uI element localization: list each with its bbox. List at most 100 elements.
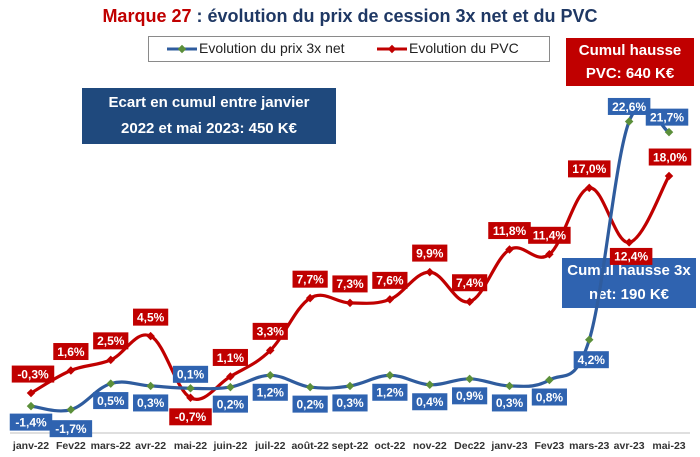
net-data-label: 22,6% [607, 97, 651, 115]
svg-text:-0,7%: -0,7% [175, 410, 207, 424]
pvc-data-label: 11,4% [528, 226, 571, 244]
net-point [305, 382, 315, 392]
pvc-data-label: 11,8% [488, 222, 531, 240]
net-data-label: 0,2% [212, 395, 248, 413]
net-point [545, 375, 554, 385]
x-tick-label: janv-23 [490, 440, 527, 452]
pvc-point [425, 267, 434, 277]
svg-text:1,2%: 1,2% [257, 386, 285, 400]
series-line-net [30, 105, 670, 413]
net-point [345, 381, 355, 391]
net-data-label: 4,2% [573, 351, 609, 369]
net-data-label: 0,5% [93, 392, 129, 410]
net-data-label: 21,7% [645, 108, 689, 126]
net-data-label: 0,9% [452, 387, 488, 405]
net-point [66, 405, 76, 414]
svg-text:0,3%: 0,3% [137, 396, 165, 410]
svg-text:0,4%: 0,4% [416, 395, 444, 409]
svg-text:7,4%: 7,4% [456, 276, 484, 290]
pvc-point [186, 393, 195, 403]
net-data-label: 1,2% [252, 383, 288, 401]
ecart-box: Ecart en cumul entre janvier 2022 et mai… [82, 88, 336, 144]
svg-text:0,3%: 0,3% [336, 396, 364, 410]
pvc-data-label: 18,0% [648, 148, 692, 166]
svg-text:0,3%: 0,3% [496, 396, 524, 410]
svg-text:0,1%: 0,1% [177, 368, 205, 382]
pvc-data-label: 7,6% [372, 271, 408, 289]
svg-text:-1,4%: -1,4% [15, 415, 47, 429]
pvc-point [146, 331, 155, 341]
svg-text:3,3%: 3,3% [257, 325, 285, 339]
svg-text:4,5%: 4,5% [137, 310, 165, 324]
svg-text:17,0%: 17,0% [572, 162, 606, 176]
chart-title: Marque 27 : évolution du prix de cession… [0, 6, 700, 27]
pvc-data-label: 1,1% [212, 348, 248, 366]
net-point [146, 381, 155, 391]
legend-item-pvc: Evolution du PVC [377, 40, 519, 56]
net-point [425, 380, 434, 389]
x-tick-label: mai-23 [652, 440, 685, 452]
svg-text:4,2%: 4,2% [578, 353, 606, 367]
net-total-line2: net: 190 K€ [588, 286, 670, 303]
pvc-total-line1: Cumul hausse [578, 42, 682, 59]
net-data-label: 0,3% [332, 394, 368, 412]
pvc-data-label: 9,9% [412, 244, 448, 262]
net-point [26, 401, 36, 411]
svg-text:7,6%: 7,6% [376, 274, 404, 288]
net-point [465, 374, 474, 384]
ecart-line1: Ecart en cumul entre janvier [108, 94, 310, 111]
legend: Evolution du prix 3x net Evolution du PV… [148, 36, 550, 62]
pvc-point [106, 355, 115, 365]
net-point [186, 384, 195, 393]
pvc-point [66, 366, 76, 375]
pvc-data-label: 7,7% [292, 270, 328, 288]
pvc-total-box: Cumul hausse PVC: 640 K€ [566, 38, 694, 86]
net-data-label: -1,4% [9, 413, 53, 431]
svg-text:11,8%: 11,8% [493, 224, 527, 238]
net-point [385, 371, 395, 380]
net-point [585, 335, 594, 344]
svg-text:7,7%: 7,7% [296, 272, 324, 286]
svg-text:21,7%: 21,7% [650, 110, 684, 124]
net-point [505, 381, 514, 391]
pvc-data-label: -0,7% [169, 408, 212, 426]
svg-text:2,5%: 2,5% [97, 334, 125, 348]
svg-text:0,9%: 0,9% [456, 389, 484, 403]
svg-text:1,6%: 1,6% [57, 345, 85, 359]
x-tick-label: mars-22 [91, 440, 131, 452]
x-tick-label: Fev23 [534, 440, 564, 452]
pvc-total-line2: PVC: 640 K€ [585, 65, 675, 82]
pvc-data-label: 7,4% [452, 274, 488, 292]
x-tick-label: août-22 [291, 440, 329, 452]
pvc-data-label: 1,6% [53, 343, 89, 361]
net-total-line1: Cumul hausse 3x [567, 262, 691, 279]
svg-text:0,2%: 0,2% [217, 397, 245, 411]
net-data-label: 0,1% [172, 365, 209, 383]
svg-text:0,5%: 0,5% [97, 394, 125, 408]
svg-text:0,8%: 0,8% [536, 390, 564, 404]
x-tick-label: avr-23 [614, 440, 645, 452]
legend-net-label: Evolution du prix 3x net [199, 40, 345, 56]
pvc-point [226, 372, 235, 381]
pvc-data-label: 7,3% [332, 275, 368, 293]
net-data-label: 0,4% [412, 393, 448, 411]
x-tick-label: Dec22 [454, 440, 485, 452]
pvc-point [345, 298, 355, 308]
net-data-label: 1,2% [372, 383, 408, 401]
svg-text:18,0%: 18,0% [653, 150, 687, 164]
x-tick-label: mai-22 [174, 440, 207, 452]
svg-text:1,1%: 1,1% [217, 351, 245, 365]
svg-text:-1,7%: -1,7% [55, 422, 87, 436]
x-tick-label: janv-22 [12, 440, 49, 452]
net-point [226, 382, 235, 392]
x-tick-label: juil-22 [254, 440, 286, 452]
pvc-data-label: 4,5% [133, 308, 169, 326]
net-data-label: -1,7% [49, 420, 93, 438]
svg-text:9,9%: 9,9% [416, 246, 444, 260]
svg-text:1,2%: 1,2% [376, 386, 404, 400]
svg-text:0,2%: 0,2% [296, 397, 324, 411]
pvc-point [26, 388, 36, 398]
net-point [266, 371, 275, 380]
pvc-point [385, 295, 395, 304]
